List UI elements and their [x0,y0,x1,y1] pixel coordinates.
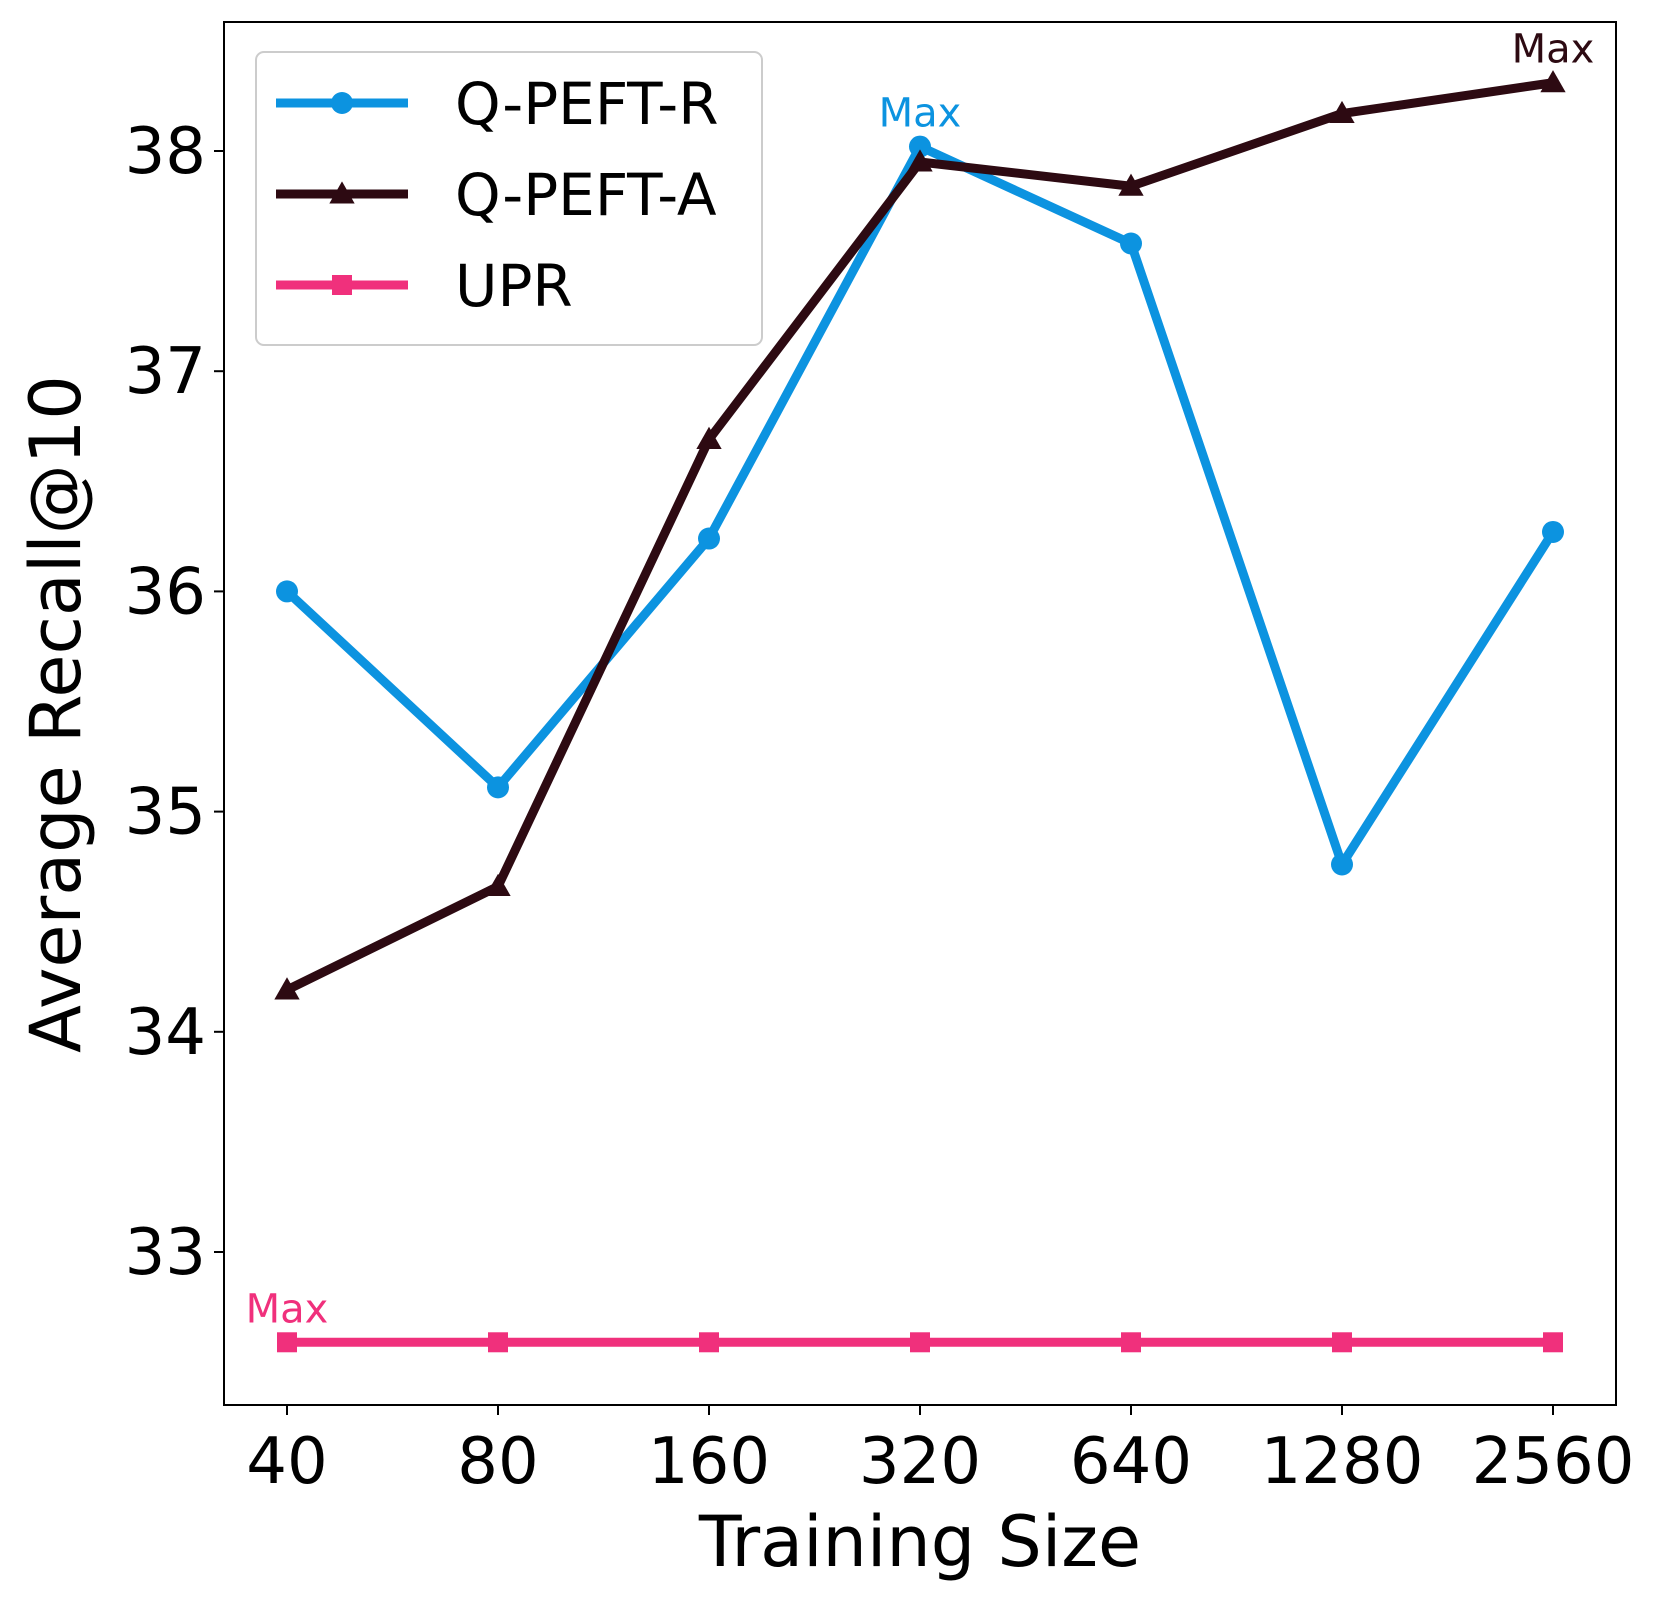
y-tick-label: 33 [125,1216,206,1290]
data-point [1120,232,1142,255]
annotation-layer: Max Max Max [246,27,1595,1333]
data-point [1542,520,1564,543]
data-point [699,1332,719,1353]
max-annotation: Max [879,91,962,137]
legend-entry: Q-PEFT-A [276,161,717,229]
x-tick-label: 320 [859,1425,981,1499]
data-point [1118,173,1144,196]
series-upr [277,1332,1563,1353]
data-point [910,1332,930,1353]
data-point [909,135,931,158]
data-point [488,1332,508,1353]
legend-label: Q-PEFT-A [455,161,717,229]
max-annotation: Max [1512,27,1595,73]
data-point [907,149,933,172]
series-layer [274,70,1566,1353]
data-point [276,580,298,603]
data-point [1121,1332,1141,1353]
data-point [696,426,722,449]
legend-marker [332,275,352,295]
data-point [698,527,720,550]
y-tick-label: 36 [125,555,206,629]
x-tick-label: 2560 [1472,1425,1635,1499]
data-point [487,776,509,799]
y-axis-title: Average Recall@10 [15,375,97,1053]
x-tick-label: 80 [457,1425,538,1499]
x-tick-label: 640 [1070,1425,1192,1499]
x-tick-label: 160 [648,1425,770,1499]
x-axis: 40 80 160 320 640 1280 2560 [246,1405,1634,1499]
legend: Q-PEFT-R Q-PEFT-A UPR [255,51,763,346]
max-annotation: Max [246,1286,329,1332]
data-point [277,1332,297,1353]
data-point [1332,1332,1352,1353]
legend-label: UPR [455,252,573,320]
y-tick-label: 38 [125,115,206,189]
legend-entry: Q-PEFT-R [276,70,719,138]
legend-marker [331,92,353,114]
data-point [1543,1332,1563,1353]
legend-label: Q-PEFT-R [455,70,719,138]
series-q-peft-a [274,70,1566,1000]
data-point [274,977,300,1000]
series-q-peft-r [276,135,1564,876]
y-axis: 33 34 35 36 37 38 [125,115,224,1290]
data-point [485,873,511,896]
x-tick-label: 1280 [1261,1425,1424,1499]
legend-entry: UPR [276,252,573,320]
x-axis-title: Training Size [698,1501,1141,1583]
x-tick-label: 40 [246,1425,327,1499]
data-point [1331,853,1353,876]
y-tick-label: 34 [125,996,206,1070]
data-point [1540,70,1566,93]
legend-box [255,51,763,346]
legend-marker [329,181,355,204]
data-point [1329,100,1355,124]
y-tick-label: 37 [125,335,206,409]
y-tick-label: 35 [125,776,206,850]
